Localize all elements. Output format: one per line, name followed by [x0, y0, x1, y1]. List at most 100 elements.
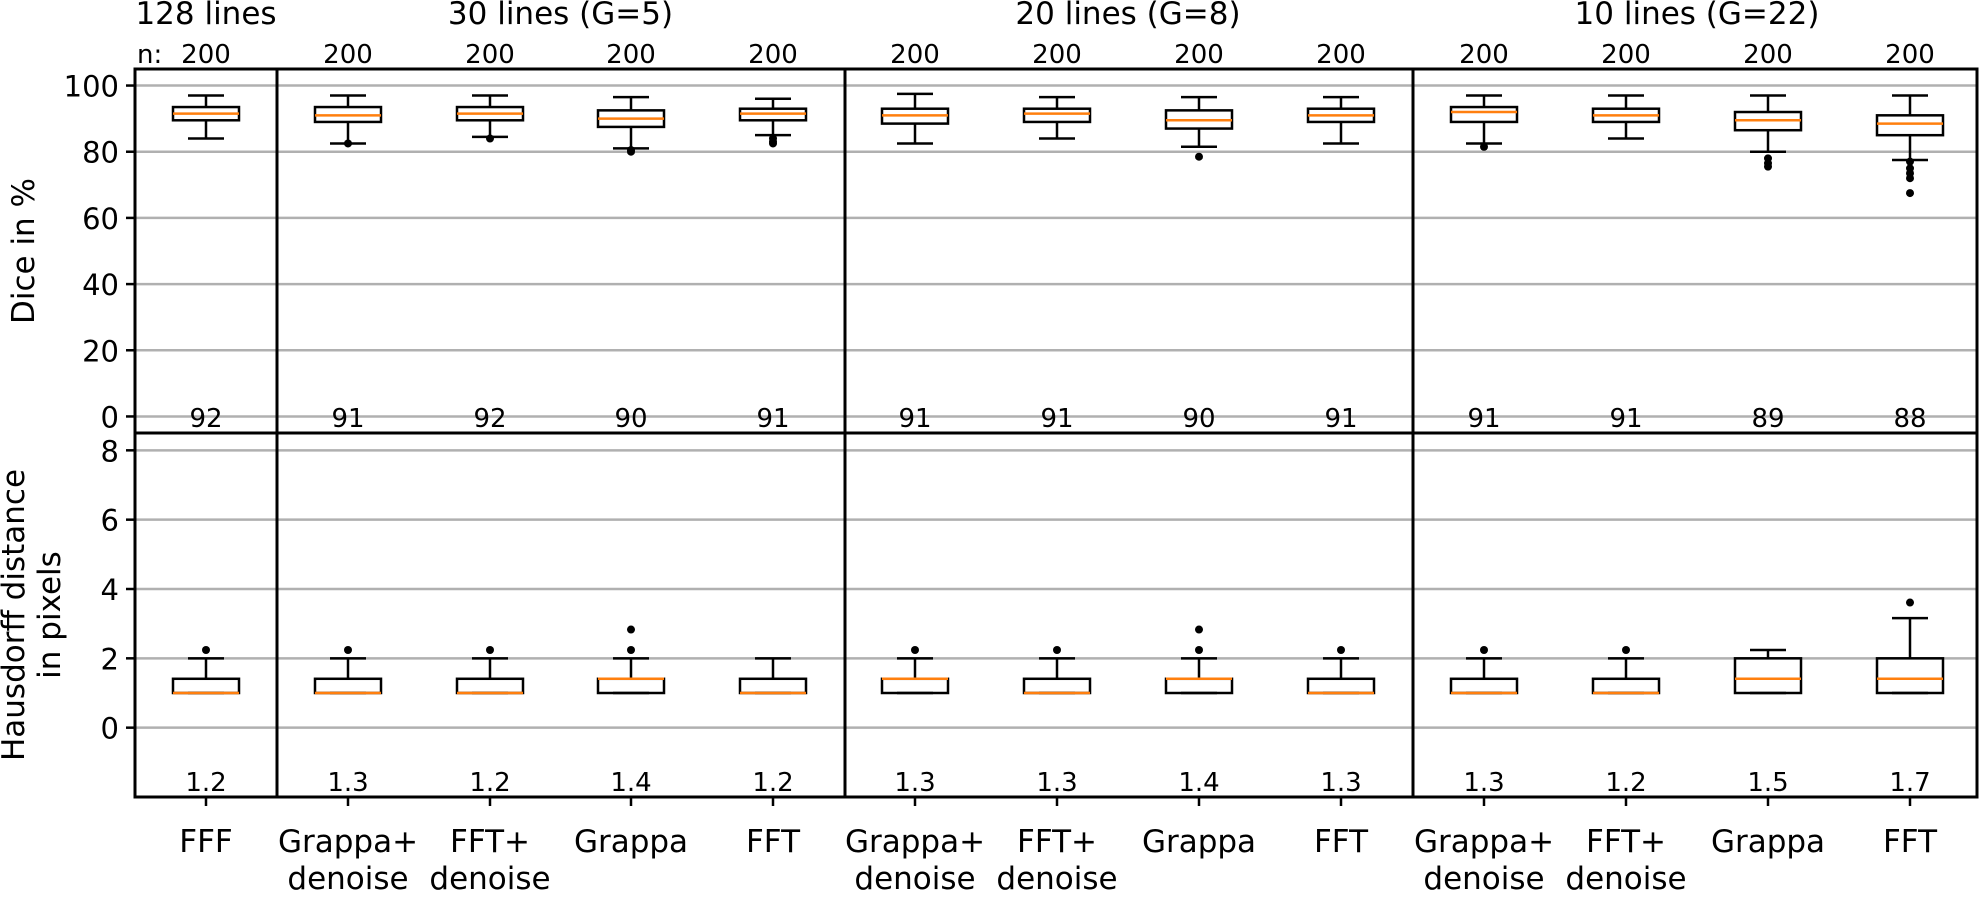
box-group: [596, 625, 666, 695]
x-tick-label: FFT+: [450, 824, 530, 860]
n-count-label: 200: [890, 40, 940, 70]
n-count-label: 200: [1743, 40, 1793, 70]
mean-label: 1.3: [894, 768, 935, 798]
box-rect: [1022, 677, 1092, 695]
mean-label: 1.2: [469, 768, 510, 798]
mean-label: 1.3: [1463, 768, 1504, 798]
box-group: [1306, 646, 1376, 695]
outlier-point: [1764, 162, 1772, 171]
x-tick-label: denoise: [1423, 861, 1544, 897]
n-count-label: 200: [1885, 40, 1935, 70]
mean-label: 1.3: [1320, 768, 1361, 798]
box-group: [313, 94, 383, 148]
box-group: [880, 92, 950, 145]
outlier-point: [1337, 646, 1345, 655]
x-tick-label: FFT+: [1017, 824, 1097, 860]
box-group: [1022, 646, 1092, 695]
n-count-label: 200: [1316, 40, 1366, 70]
x-tick-label: FFT: [1314, 824, 1369, 860]
outlier-point: [344, 139, 352, 148]
box-rect: [1449, 105, 1519, 124]
x-tick-label: FFT: [746, 824, 801, 860]
outlier-point: [627, 147, 635, 156]
y-tick-label: 0: [101, 400, 119, 434]
box-group: [1449, 94, 1519, 151]
outlier-point: [627, 625, 635, 634]
box-group: [1591, 94, 1661, 140]
mean-label: 1.7: [1889, 768, 1930, 798]
mean-label: 91: [756, 404, 789, 434]
group-title: 10 lines (G=22): [1575, 0, 1820, 32]
mean-label: 89: [1751, 404, 1784, 434]
x-tick-label: Grappa: [1142, 824, 1256, 860]
x-tick-label: FFT: [1883, 824, 1938, 860]
box-rect: [738, 677, 808, 695]
box-rect: [1164, 677, 1234, 695]
x-tick-label: denoise: [287, 861, 408, 897]
outlier-point: [344, 646, 352, 655]
box-rect: [596, 677, 666, 695]
box-group: [455, 646, 525, 695]
mean-label: 1.3: [1036, 768, 1077, 798]
box-group: [1875, 598, 1945, 695]
n-count-label: 200: [465, 40, 515, 70]
box-group: [1306, 95, 1376, 145]
mean-label: 1.4: [1178, 768, 1219, 798]
x-tick-label: FFF: [179, 824, 233, 860]
box-rect: [455, 677, 525, 695]
y-tick-label: 60: [82, 202, 119, 236]
box-group: [738, 97, 808, 148]
outlier-point: [1480, 142, 1488, 151]
n-count-label: 200: [1459, 40, 1509, 70]
box-group: [313, 646, 383, 695]
panel-frame-hausdorff: [133, 431, 1979, 799]
mean-label: 91: [1324, 404, 1357, 434]
y-tick-label: 8: [101, 434, 119, 468]
y-axis-label: Dice in %: [6, 178, 42, 324]
mean-label: 1.2: [185, 768, 226, 798]
n-count-label: 200: [1174, 40, 1224, 70]
y-tick-label: 4: [101, 573, 119, 607]
outlier-point: [1195, 152, 1203, 161]
y-axis-label: Hausdorff distance: [0, 469, 32, 761]
box-group: [1164, 95, 1234, 161]
box-rect: [1875, 114, 1945, 137]
x-tick-label: denoise: [996, 861, 1117, 897]
outlier-point: [202, 646, 210, 655]
box-group: [596, 95, 666, 156]
n-count-label: 200: [606, 40, 656, 70]
outlier-point: [486, 646, 494, 655]
x-tick-label: FFT+: [1586, 824, 1666, 860]
x-tick-label: denoise: [854, 861, 975, 897]
mean-label: 91: [898, 404, 931, 434]
mean-label: 1.3: [327, 768, 368, 798]
n-count-label: 200: [323, 40, 373, 70]
y-tick-label: 40: [82, 268, 119, 302]
box-group: [1733, 648, 1803, 695]
mean-label: 91: [1040, 404, 1073, 434]
box-group: [1591, 646, 1661, 695]
y-tick-label: 100: [64, 70, 119, 104]
mean-label: 92: [189, 404, 222, 434]
box-group: [1022, 95, 1092, 140]
grid-layer: [135, 84, 1977, 729]
box-rect: [1306, 677, 1376, 695]
y-tick-label: 2: [101, 642, 119, 676]
mean-label: 91: [1609, 404, 1642, 434]
n-count-label: 200: [1601, 40, 1651, 70]
outlier-point: [1906, 189, 1914, 198]
mean-label: 1.4: [610, 768, 651, 798]
outlier-point: [1906, 598, 1914, 607]
x-tick-label: denoise: [429, 861, 550, 897]
x-tick-label: Grappa: [1711, 824, 1825, 860]
mean-label: 90: [614, 404, 647, 434]
outlier-point: [911, 646, 919, 655]
outlier-point: [1480, 646, 1488, 655]
x-tick-label: denoise: [1565, 861, 1686, 897]
y-tick-label: 0: [101, 712, 119, 746]
group-title: 128 lines: [135, 0, 276, 32]
outlier-point: [769, 139, 777, 148]
mean-label: 1.5: [1747, 768, 1788, 798]
